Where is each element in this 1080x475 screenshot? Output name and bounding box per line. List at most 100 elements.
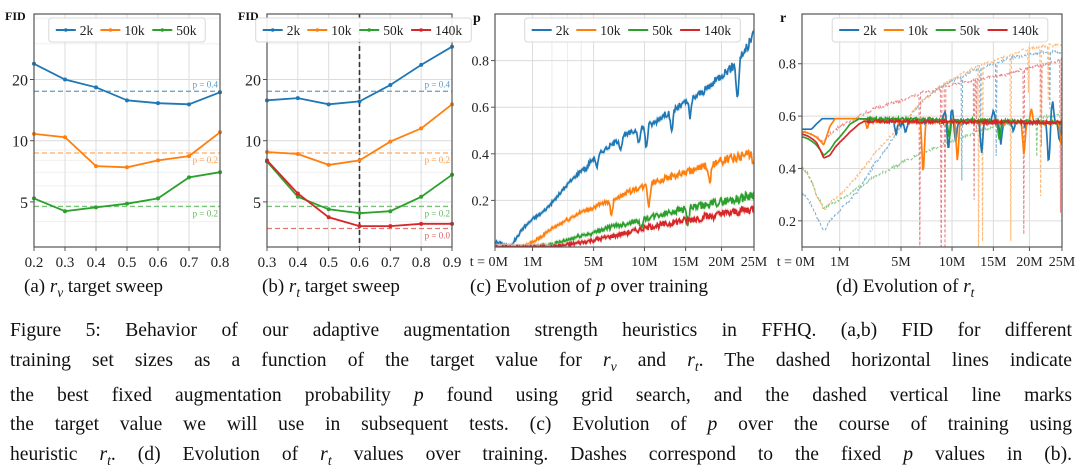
xtick-label: 0.6 [350, 255, 369, 271]
legend-marker-2k [270, 28, 275, 32]
fixed-p-curve-2k [802, 49, 1062, 232]
math-variable: p [903, 443, 914, 465]
xtick-label: 5M [891, 255, 911, 270]
chart-a-legend: 2k 10k 50k [48, 17, 206, 43]
data-point-50k [63, 209, 67, 214]
y-axis-label: FID [5, 9, 26, 23]
xtick-label: 15M [980, 255, 1007, 270]
data-point-10k [295, 152, 300, 157]
data-point-2k [326, 102, 331, 107]
best-fixed-p-label-2k: p = 0.4 [193, 79, 219, 89]
xtick-label: 0.6 [149, 255, 168, 271]
plot-area [495, 28, 754, 247]
data-point-140k [419, 221, 424, 226]
data-point-10k [187, 154, 191, 159]
data-point-10k [156, 158, 160, 163]
ytick-label: 5 [253, 195, 261, 212]
data-point-10k [326, 162, 331, 167]
fixed-p-curve-10k [802, 42, 1062, 247]
xtick-label: 0.7 [180, 255, 199, 271]
ytick-label: 0.4 [779, 162, 797, 177]
xtick-label: 0.8 [211, 255, 230, 271]
legend-marker-140k [419, 28, 423, 32]
xtick-label: 20M [1016, 255, 1043, 270]
legend-label-140k: 140k [1012, 23, 1039, 38]
figure-caption: Figure 5: Behavior of our adaptive augme… [10, 316, 1072, 475]
legend-marker-2k [64, 28, 68, 32]
xtick-label: 25M [1049, 255, 1076, 270]
xtick-label: 0.5 [319, 255, 338, 271]
legend-marker-50k [160, 28, 165, 32]
legend-label-10k: 10k [124, 23, 144, 38]
xtick-label: 0.2 [25, 255, 44, 271]
best-fixed-p-label-50k: p = 0.2 [425, 208, 450, 218]
xtick-label: 0.3 [56, 255, 75, 271]
subcaption-c: (c) Evolution of p over training [470, 276, 708, 297]
legend-box [48, 17, 206, 43]
confidence-band-10k [495, 147, 754, 247]
legend-label-10k: 10k [331, 23, 352, 38]
math-variable: rt [99, 443, 111, 468]
chart-c-legend: 2k 10k 50k 140k [524, 17, 741, 43]
xtick-label: 25M [741, 255, 768, 270]
data-point-2k [94, 85, 98, 90]
ytick-label: 0.2 [472, 194, 490, 209]
legend-label-50k: 50k [383, 23, 404, 38]
caption-line: the target value we will use in subseque… [10, 414, 1072, 436]
data-point-140k [295, 191, 300, 196]
math-variable: p [596, 276, 606, 297]
legend-marker-50k [367, 28, 372, 32]
math-variable: p [413, 384, 424, 406]
ytick-label: 10 [12, 134, 28, 151]
data-point-2k [357, 99, 362, 104]
y-axis-label: FID [238, 9, 259, 23]
data-point-50k [295, 194, 300, 199]
data-point-50k [326, 207, 331, 212]
best-fixed-p-label-10k: p = 0.2 [193, 155, 218, 165]
caption-line: heuristic rt. (d) Evolution of rt values… [10, 443, 1072, 468]
data-point-2k [187, 102, 191, 107]
y-axis-label: r [780, 11, 786, 26]
subcaption-b: (b) rt target sweep [262, 276, 400, 300]
data-point-50k [156, 196, 160, 201]
data-point-50k [419, 194, 424, 199]
data-point-50k [187, 175, 191, 180]
data-point-140k [326, 215, 331, 220]
math-variable: rt [963, 276, 975, 300]
data-point-2k [125, 98, 129, 103]
best-fixed-p-label-140k: p = 0.0 [425, 230, 451, 240]
xtick-label: 0.9 [443, 255, 462, 271]
data-point-10k [94, 164, 98, 169]
subcaption-a: (a) rv target sweep [24, 276, 164, 300]
chart-b: p = 0.4 p = 0.2 p = 0.2 p = 0.0 5 10 20 0.3 0.4 0… [238, 9, 472, 271]
ytick-label: 20 [12, 73, 28, 90]
math-variable: rt [320, 443, 332, 468]
legend-marker-10k [315, 28, 320, 32]
legend-label-50k: 50k [176, 23, 197, 38]
series-line-10k [495, 149, 754, 247]
data-point-10k [357, 158, 362, 163]
caption-line: training set sizes as a function of the … [10, 349, 1072, 374]
caption-line: Figure 5: Behavior of our adaptive augme… [10, 320, 1072, 341]
legend-label-2k: 2k [863, 23, 877, 38]
math-variable: rt [288, 276, 301, 300]
xtick-label: 0.7 [381, 255, 400, 271]
data-point-140k [388, 224, 393, 229]
xtick-label: 0.8 [412, 255, 431, 271]
xtick-label: t = 0M [470, 255, 509, 270]
data-point-2k [419, 62, 424, 67]
xtick-label: 0.4 [288, 255, 307, 271]
figure: p = 0.4 p = 0.2 p = 0.2 5 10 20 0.2 0.3 0.4 0.5 0.… [5, 9, 1076, 271]
legend-label-140k: 140k [704, 23, 731, 38]
ytick-label: 0.6 [472, 101, 490, 116]
data-point-2k [156, 101, 160, 106]
data-point-50k [94, 205, 98, 210]
plot-area [802, 42, 1062, 247]
xtick-label: t = 0M [777, 255, 816, 270]
y-axis-label: p [473, 11, 481, 26]
ytick-label: 0.8 [779, 58, 797, 73]
xtick-label: 1M [523, 255, 543, 270]
math-variable: rv [602, 349, 617, 374]
caption-line: the best fixed augmentation probability … [10, 384, 1072, 406]
legend-label-2k: 2k [80, 23, 94, 38]
